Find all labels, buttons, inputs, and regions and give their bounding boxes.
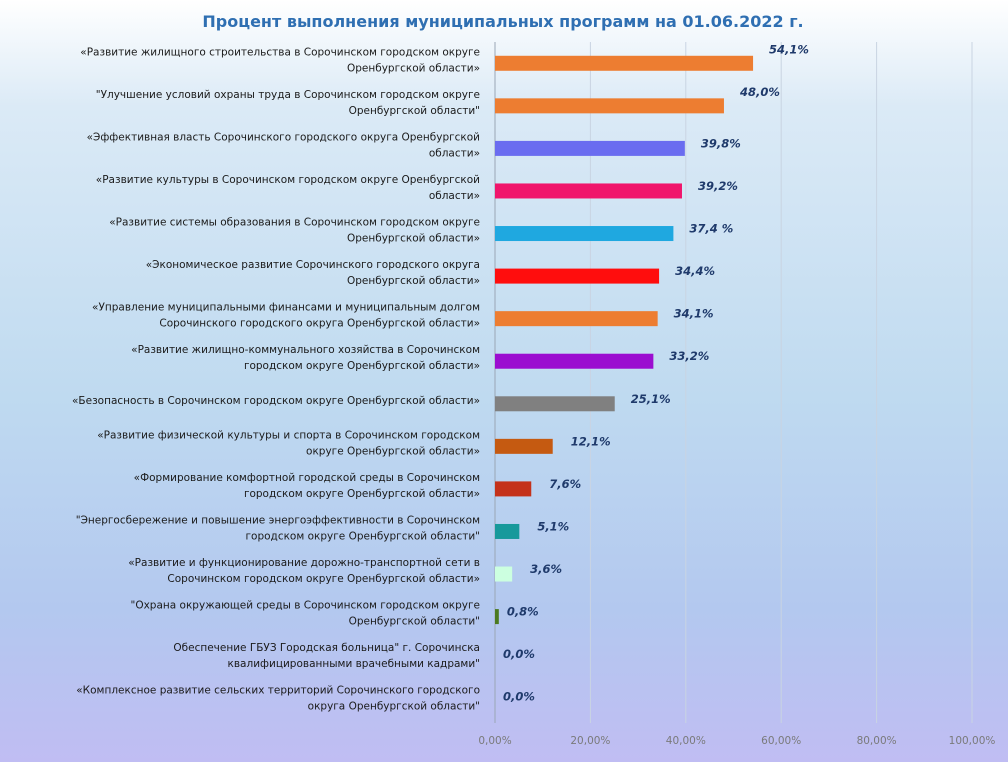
category-label-line: Сорочинском городском округе Оренбургско… [167, 573, 480, 585]
x-tick-label: 80,00% [857, 735, 897, 747]
bars [495, 55, 754, 625]
category-label: «Эффективная власть Сорочинского городск… [87, 131, 480, 159]
category-label-line: Сорочинского городского округа Оренбургс… [159, 318, 480, 330]
bar [495, 311, 658, 327]
bar [495, 609, 499, 625]
value-label: 25,1% [631, 392, 671, 406]
category-label: «Развитие жилищного строительства в Соро… [80, 46, 480, 74]
category-label-line: "Улучшение условий охраны труда в Сорочи… [96, 89, 480, 101]
category-label-line: «Развитие и функционирование дорожно-тра… [128, 557, 480, 569]
value-labels: 54,1% 48,0% 39,8% 39,2% 37,4 % 34,4% 34,1% 33,2… [503, 42, 809, 703]
category-label: "Охрана окружающей среды в Сорочинском г… [131, 600, 481, 628]
category-label-line: «Развитие жилищно-коммунального хозяйств… [131, 344, 480, 356]
category-label-line: округе Оренбургской области» [306, 445, 480, 457]
category-label: «Экономическое развитие Сорочинского гор… [146, 259, 480, 287]
category-label-line: Обеспечение ГБУЗ Городская больница" г. … [173, 642, 480, 654]
value-label: 0,0% [503, 647, 535, 661]
category-label-line: «Эффективная власть Сорочинского городск… [87, 131, 480, 143]
category-label-line: Оренбургской области" [349, 105, 480, 117]
category-label-line: «Развитие жилищного строительства в Соро… [80, 46, 480, 58]
category-label: «Безопасность в Сорочинском городском ок… [72, 395, 480, 407]
category-label-line: городском округе Оренбургской области» [244, 488, 480, 500]
category-label-line: "Охрана окружающей среды в Сорочинском г… [131, 600, 481, 612]
value-label: 34,4% [675, 264, 715, 278]
bar [495, 566, 513, 582]
bar [495, 140, 685, 156]
category-label-line: городском округе Оренбургской области» [244, 360, 480, 372]
category-label: «Развитие культуры в Сорочинском городск… [96, 174, 480, 202]
bar [495, 98, 724, 114]
bar [495, 55, 754, 71]
x-tick-label: 40,00% [666, 735, 706, 747]
bar [495, 438, 553, 454]
category-label: «Формирование комфортной городской среды… [134, 472, 480, 500]
bar [495, 396, 615, 412]
value-label: 37,4 % [689, 222, 733, 236]
bar [495, 268, 660, 284]
value-label: 39,8% [701, 136, 741, 150]
category-label-line: городском округе Оренбургской области" [246, 530, 480, 542]
x-tick-label: 20,00% [570, 735, 610, 747]
bar [495, 226, 674, 242]
category-label-line: «Комплексное развитие сельских территори… [76, 685, 480, 697]
value-label: 54,1% [769, 42, 809, 56]
category-label-line: области» [429, 147, 480, 159]
category-label-line: квалифицированными врачебными кадрами" [228, 658, 480, 670]
category-label: Обеспечение ГБУЗ Городская больница" г. … [173, 642, 480, 670]
x-axis-ticks: 0,00% 20,00% 40,00% 60,00% 80,00% 100,00% [478, 735, 995, 747]
category-label-line: "Энергосбережение и повышение энергоэффе… [76, 514, 480, 526]
category-label-line: округа Оренбургской области" [308, 701, 480, 713]
category-label: "Улучшение условий охраны труда в Сорочи… [96, 89, 480, 117]
x-tick-label: 100,00% [949, 735, 996, 747]
category-label: «Развитие жилищно-коммунального хозяйств… [131, 344, 480, 372]
category-label-line: «Развитие физической культуры и спорта в… [97, 429, 480, 441]
category-label-line: Оренбургской области» [347, 62, 480, 74]
bar [495, 183, 682, 199]
category-label: «Развитие и функционирование дорожно-тра… [128, 557, 480, 585]
chart-title: Процент выполнения муниципальных програм… [202, 12, 803, 31]
category-label-line: «Безопасность в Сорочинском городском ок… [72, 395, 480, 407]
value-label: 5,1% [537, 519, 569, 533]
category-label-line: «Развитие культуры в Сорочинском городск… [96, 174, 480, 186]
value-label: 0,0% [503, 690, 535, 704]
value-label: 48,0% [739, 85, 780, 99]
value-label: 12,1% [571, 434, 611, 448]
category-label-line: «Управление муниципальными финансами и м… [92, 302, 480, 314]
x-tick-label: 60,00% [761, 735, 801, 747]
category-label: «Комплексное развитие сельских территори… [76, 685, 480, 713]
category-label-line: «Развитие системы образования в Сорочинс… [109, 217, 480, 229]
category-label-line: области» [429, 190, 480, 202]
category-label: «Развитие системы образования в Сорочинс… [109, 217, 480, 245]
category-label-line: Оренбургской области» [347, 233, 480, 245]
value-label: 39,2% [698, 179, 738, 193]
x-tick-label: 0,00% [478, 735, 511, 747]
value-label: 7,6% [549, 477, 581, 491]
value-label: 33,2% [669, 349, 709, 363]
category-label-line: «Экономическое развитие Сорочинского гор… [146, 259, 480, 271]
category-labels: «Развитие жилищного строительства в Соро… [72, 46, 480, 712]
category-label-line: «Формирование комфортной городской среды… [134, 472, 480, 484]
value-label: 34,1% [674, 307, 714, 321]
value-label: 0,8% [507, 605, 539, 619]
value-label: 3,6% [530, 562, 562, 576]
category-label-line: Оренбургской области» [347, 275, 480, 287]
bar [495, 523, 520, 539]
category-label: «Управление муниципальными финансами и м… [92, 302, 480, 330]
bar [495, 481, 532, 497]
category-label: «Развитие физической культуры и спорта в… [97, 429, 480, 457]
category-label: "Энергосбережение и повышение энергоэффе… [76, 514, 480, 542]
bar [495, 353, 654, 369]
category-label-line: Оренбургской области" [349, 616, 480, 628]
